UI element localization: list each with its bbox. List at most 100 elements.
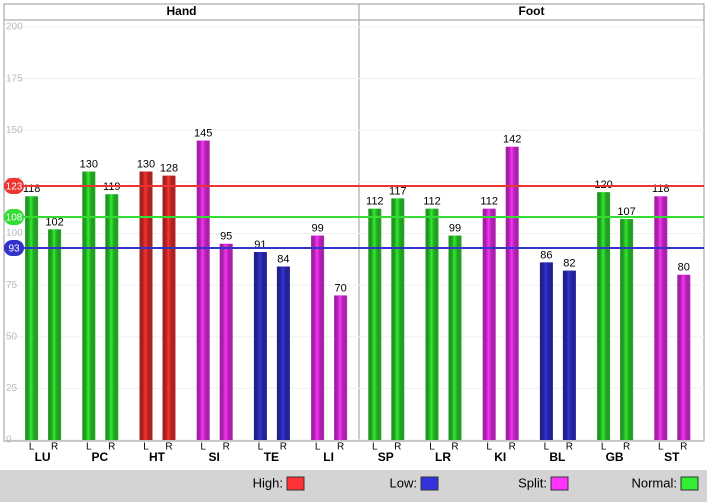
bar-shade: [82, 171, 96, 441]
side-label: L: [200, 442, 206, 453]
value-label: 112: [366, 196, 384, 208]
category-label: LI: [323, 450, 334, 464]
side-label: L: [315, 442, 321, 453]
bar-shade: [368, 208, 382, 440]
reference-label: 123: [6, 182, 23, 193]
bar-shade: [105, 194, 119, 440]
side-label: L: [372, 442, 378, 453]
legend-swatch: [420, 476, 439, 491]
value-label: 117: [389, 185, 407, 197]
legend-label: High:: [253, 475, 283, 490]
side-label: L: [258, 442, 264, 453]
value-label: 107: [617, 206, 635, 218]
bar-group: [82, 171, 96, 441]
y-tick-label: 175: [6, 73, 23, 84]
bar-group: [505, 146, 519, 440]
side-label: L: [486, 442, 492, 453]
bar-group: [334, 295, 348, 440]
legend-label: Low:: [390, 475, 417, 490]
bar-shade: [448, 235, 462, 440]
category-label: LR: [435, 450, 451, 464]
category-label: TE: [264, 450, 279, 464]
bar-group: [562, 270, 576, 440]
side-label: R: [451, 442, 458, 453]
side-label: R: [680, 442, 687, 453]
legend-swatch: [286, 476, 305, 491]
bar-shade: [677, 274, 691, 440]
reference-badge: [4, 208, 24, 225]
bar-shade: [196, 140, 210, 440]
side-label: L: [658, 442, 664, 453]
bar-shade: [25, 196, 39, 440]
bar-group: [276, 266, 290, 440]
category-label: ST: [664, 450, 680, 464]
bar-group: [597, 192, 611, 440]
y-tick-label: 0: [6, 435, 12, 446]
bar-shade: [334, 295, 348, 440]
panel-title: Hand: [167, 4, 197, 18]
bar-shade: [139, 171, 153, 441]
bar-group: [253, 252, 267, 440]
reference-label: 93: [8, 244, 20, 255]
legend-label: Normal:: [631, 475, 677, 490]
category-label: SP: [378, 450, 394, 464]
value-label: 99: [449, 222, 461, 234]
bar-shade: [597, 192, 611, 440]
value-label: 130: [80, 158, 98, 170]
value-label: 142: [503, 134, 521, 146]
bar-group: [654, 196, 668, 440]
value-label: 95: [220, 231, 232, 243]
bar-shade: [654, 196, 668, 440]
category-label: SI: [209, 450, 220, 464]
side-label: R: [108, 442, 115, 453]
bar-shade: [48, 229, 62, 440]
side-label: R: [394, 442, 401, 453]
value-label: 102: [45, 216, 63, 228]
y-tick-label: 75: [6, 280, 18, 291]
bar-shade: [391, 198, 405, 440]
bar-shade: [620, 219, 634, 440]
value-label: 84: [277, 253, 289, 265]
side-label: L: [429, 442, 435, 453]
side-label: L: [601, 442, 607, 453]
side-label: R: [566, 442, 573, 453]
y-tick-label: 50: [6, 331, 18, 342]
side-label: R: [280, 442, 287, 453]
value-label: 112: [423, 196, 441, 208]
bar-group: [391, 198, 405, 440]
y-tick-label: 150: [6, 125, 23, 136]
bar-shade: [482, 208, 496, 440]
reference-label: 108: [6, 213, 23, 224]
bar-shade: [219, 243, 233, 440]
side-label: R: [51, 442, 58, 453]
category-label: HT: [149, 450, 166, 464]
bar-shade: [253, 252, 267, 440]
category-label: BL: [549, 450, 565, 464]
side-label: R: [165, 442, 172, 453]
value-label: 99: [311, 222, 323, 234]
bar-group: [25, 196, 39, 440]
category-label: KI: [494, 450, 506, 464]
value-label: 80: [678, 262, 690, 274]
y-tick-label: 200: [6, 22, 23, 33]
bar-group: [539, 262, 553, 440]
bar-shade: [505, 146, 519, 440]
side-label: L: [86, 442, 92, 453]
legend-swatch: [680, 476, 699, 491]
value-label: 145: [194, 127, 212, 139]
bar-shade: [276, 266, 290, 440]
side-label: R: [623, 442, 630, 453]
bar-group: [425, 208, 439, 440]
side-label: L: [544, 442, 550, 453]
value-label: 82: [563, 258, 575, 270]
bar-shade: [162, 175, 176, 440]
value-label: 112: [480, 196, 498, 208]
bar-group: [620, 219, 634, 440]
category-label: PC: [91, 450, 108, 464]
bar-shade: [425, 208, 439, 440]
bar-group: [219, 243, 233, 440]
value-label: 128: [160, 163, 178, 175]
bar-group: [368, 208, 382, 440]
side-label: L: [143, 442, 149, 453]
